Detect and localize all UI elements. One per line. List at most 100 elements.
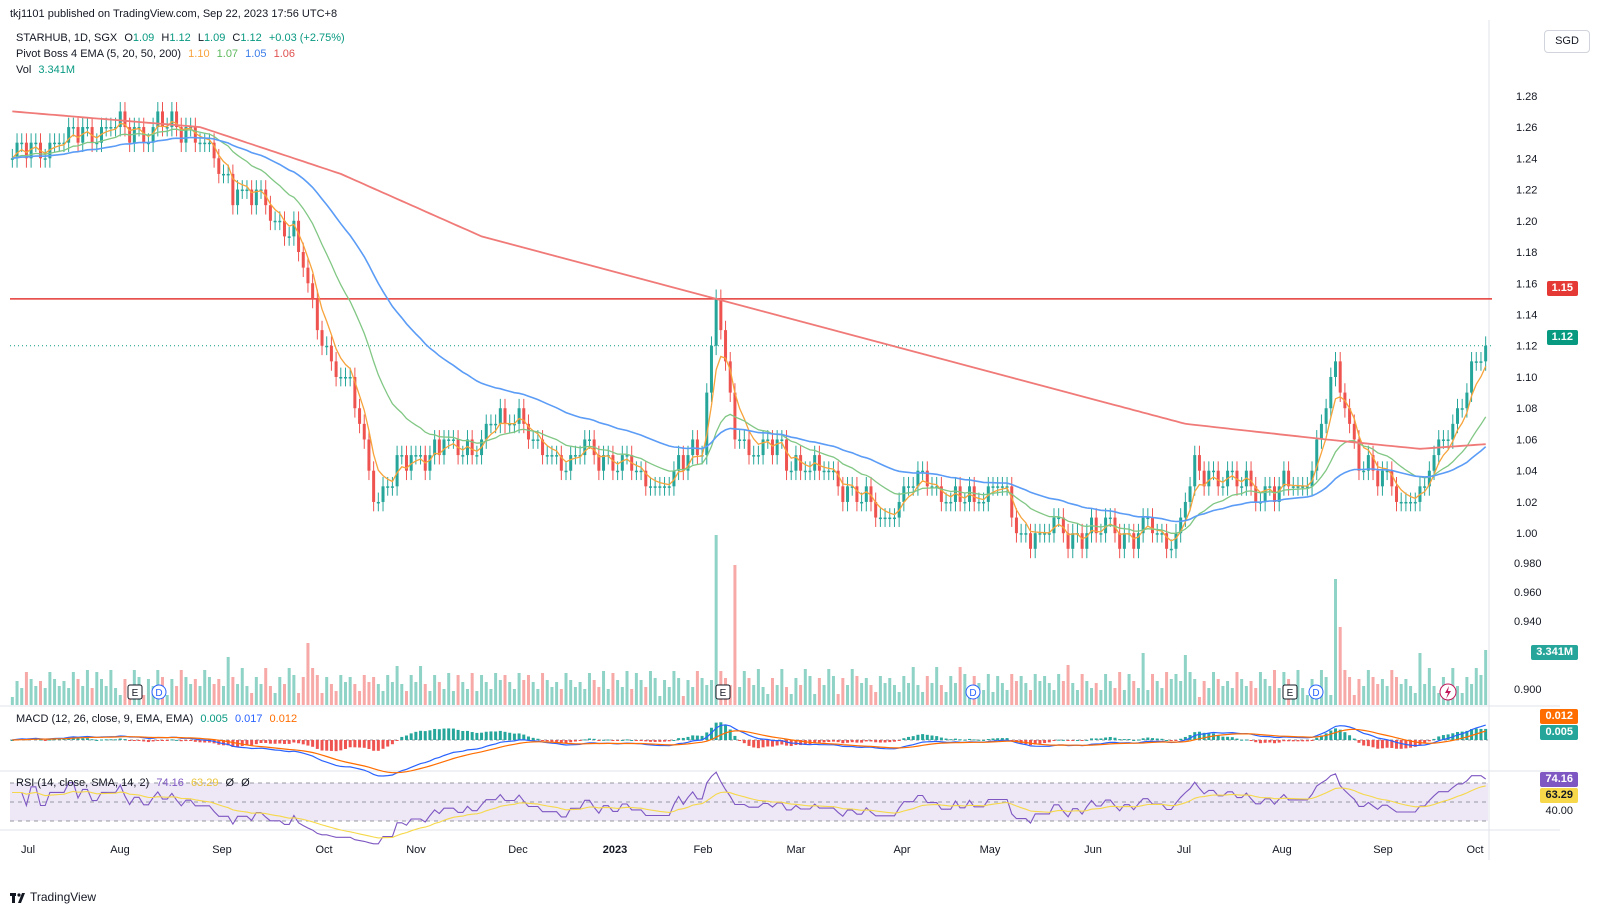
candle-body xyxy=(681,455,685,471)
macd-histogram-bar xyxy=(1249,740,1253,741)
macd-histogram-bar xyxy=(752,740,756,748)
macd-histogram-bar xyxy=(428,730,432,740)
time-tick-label: Dec xyxy=(508,844,528,856)
volume-bar xyxy=(686,680,690,705)
macd-histogram-bar xyxy=(165,740,169,741)
tradingview-logo-icon xyxy=(10,892,26,903)
macd-histogram-bar xyxy=(728,729,732,740)
volume-bar xyxy=(512,689,516,705)
macd-histogram-bar xyxy=(1085,739,1089,741)
candle-body xyxy=(925,470,929,487)
volume-bar xyxy=(653,678,657,705)
macd-histogram-bar xyxy=(1188,735,1192,740)
event-marker-label: E xyxy=(1287,688,1294,699)
macd-histogram-bar xyxy=(1362,740,1366,746)
volume-bar xyxy=(1066,665,1070,705)
macd-histogram-bar xyxy=(1047,740,1051,743)
earnings-event-icon: E xyxy=(1282,684,1298,700)
volume-bar xyxy=(67,688,71,705)
macd-histogram-bar xyxy=(1061,739,1065,741)
candle-body xyxy=(1273,486,1277,502)
candle-body xyxy=(184,127,188,143)
volume-bar xyxy=(489,689,493,705)
macd-histogram-bar xyxy=(597,740,601,741)
macd-histogram-bar xyxy=(268,740,272,744)
candle-body xyxy=(212,142,216,159)
macd-histogram-bar xyxy=(1371,740,1375,748)
candle-body xyxy=(686,455,690,471)
volume-bar xyxy=(184,677,188,705)
volume-bar xyxy=(1418,653,1422,705)
macd-histogram-bar xyxy=(95,739,99,741)
lightning-icon xyxy=(1439,683,1457,701)
candle-body xyxy=(428,455,432,471)
candle-body xyxy=(939,486,943,502)
volume-bar xyxy=(1258,672,1262,705)
candle-body xyxy=(789,470,793,473)
candle-body xyxy=(742,439,746,441)
volume-bar xyxy=(372,677,376,705)
macd-histogram-bar xyxy=(733,735,737,740)
macd-histogram-bar xyxy=(681,737,685,740)
volume-bar xyxy=(963,674,967,705)
volume-bar xyxy=(1423,684,1427,705)
volume-bar xyxy=(503,675,507,705)
volume-bar xyxy=(1151,674,1155,705)
volume-bar xyxy=(1019,676,1023,705)
macd-histogram-bar xyxy=(944,738,948,740)
candle-body xyxy=(1113,517,1117,534)
candle-body xyxy=(81,127,85,143)
candle-body xyxy=(949,501,953,504)
macd-histogram-bar xyxy=(1197,731,1201,740)
close-value: 1.12 xyxy=(240,32,262,44)
candle-body xyxy=(400,455,404,457)
macd-histogram-bar xyxy=(395,740,399,741)
macd-histogram-bar xyxy=(1127,739,1131,741)
candle-body xyxy=(1000,486,1004,488)
macd-histogram-bar xyxy=(362,740,366,748)
macd-histogram-bar xyxy=(67,738,71,740)
macd-histogram-bar xyxy=(254,740,258,745)
macd-histogram-bar xyxy=(667,740,671,742)
macd-histogram-bar xyxy=(949,739,953,741)
candle-body xyxy=(531,439,535,441)
time-tick-label: 2023 xyxy=(603,844,627,856)
candle-body xyxy=(644,470,648,487)
macd-histogram-bar xyxy=(1390,740,1394,748)
macd-histogram-bar xyxy=(1343,732,1347,740)
macd-histogram-bar xyxy=(400,736,404,740)
macd-histogram-bar xyxy=(1460,731,1464,740)
macd-histogram-bar xyxy=(541,740,545,741)
time-tick-label: Mar xyxy=(787,844,806,856)
candle-body xyxy=(1348,408,1352,424)
candle-body xyxy=(1296,486,1300,488)
macd-histogram-bar xyxy=(128,740,132,741)
volume-bar xyxy=(1047,683,1051,705)
ema-legend: Pivot Boss 4 EMA (5, 20, 50, 200) 1.10 1… xyxy=(16,48,295,60)
tradingview-footer[interactable]: TradingView xyxy=(10,889,96,904)
ema200-value: 1.06 xyxy=(273,48,296,60)
macd-histogram-bar xyxy=(484,731,488,740)
volume-bar xyxy=(1460,693,1464,705)
candle-body xyxy=(1362,470,1366,473)
price-tick-label: 1.06 xyxy=(1516,434,1537,446)
candle-body xyxy=(437,439,441,456)
currency-button[interactable]: SGD xyxy=(1544,30,1590,53)
volume-bar xyxy=(550,687,554,705)
candle-body xyxy=(803,470,807,473)
macd-histogram-bar xyxy=(1254,740,1258,743)
macd-histogram-bar xyxy=(264,740,268,743)
macd-histogram-bar xyxy=(146,740,150,743)
macd-histogram-bar xyxy=(1479,728,1483,740)
volume-bar xyxy=(461,682,465,705)
volume-bar xyxy=(996,676,1000,705)
volume-bar xyxy=(949,676,953,705)
candle-body xyxy=(325,345,329,348)
macd-histogram-bar xyxy=(1484,728,1488,740)
macd-histogram-bar xyxy=(1287,740,1291,742)
volume-bar xyxy=(62,681,66,705)
candle-body xyxy=(1066,533,1070,549)
macd-histogram-bar xyxy=(447,728,451,740)
candle-body xyxy=(977,501,981,504)
